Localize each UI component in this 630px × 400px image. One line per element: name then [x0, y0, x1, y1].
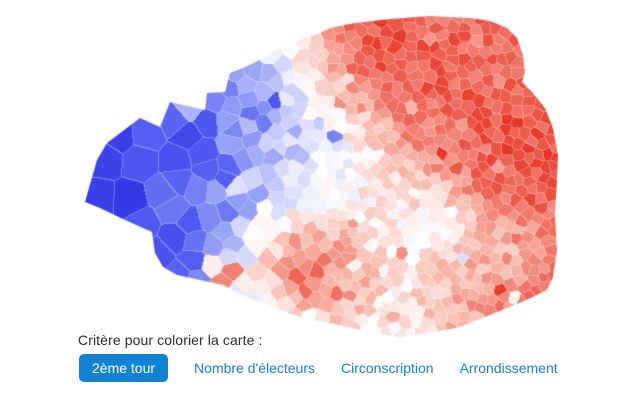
criteria-button-nombre-electeurs[interactable]: Nombre d'électeurs: [194, 354, 315, 382]
criteria-button-circonscription[interactable]: Circonscription: [341, 354, 434, 382]
criteria-button-row: 2ème tour Nombre d'électeurs Circonscrip…: [79, 354, 558, 382]
map-color-criteria-label: Critère pour colorier la carte :: [78, 332, 263, 348]
criteria-button-2eme-tour[interactable]: 2ème tour: [79, 354, 169, 382]
paris-voronoi-map[interactable]: [0, 0, 630, 346]
criteria-button-arrondissement[interactable]: Arrondissement: [460, 354, 558, 382]
